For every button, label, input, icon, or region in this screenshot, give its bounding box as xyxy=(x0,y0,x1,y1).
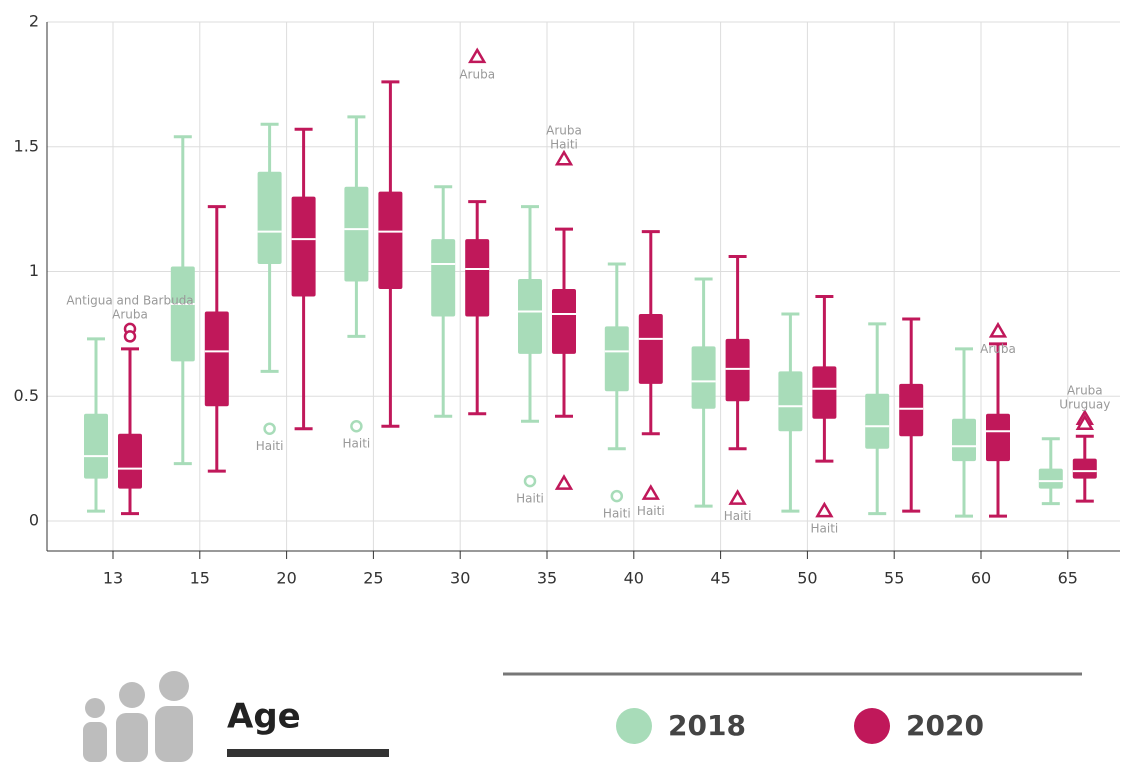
legend-title: Age xyxy=(227,697,301,737)
outlier xyxy=(815,501,834,518)
outlier-label: Haiti xyxy=(343,437,371,451)
x-tick-label: 55 xyxy=(884,569,904,588)
outlier xyxy=(350,419,363,433)
box xyxy=(118,433,142,489)
outlier-label: Haiti xyxy=(256,439,284,453)
legend-label: 2018 xyxy=(668,709,746,742)
box xyxy=(465,239,490,317)
box xyxy=(952,418,976,462)
x-tick-label: 50 xyxy=(797,569,817,588)
x-tick-label: 13 xyxy=(103,569,123,588)
x-tick-label: 30 xyxy=(450,569,470,588)
outlier-label: Antigua and Barbuda xyxy=(66,293,193,307)
box xyxy=(604,326,629,392)
box xyxy=(552,288,576,354)
box xyxy=(84,413,108,479)
x-tick-label: 40 xyxy=(624,569,644,588)
box xyxy=(257,171,282,265)
box xyxy=(986,413,1010,462)
box xyxy=(725,338,750,402)
title-underline xyxy=(227,749,389,757)
y-tick-label: 1 xyxy=(29,261,39,280)
legend-label: 2020 xyxy=(906,709,984,742)
outlier-label: Aruba xyxy=(980,342,1016,356)
x-tick-label: 60 xyxy=(971,569,991,588)
outlier-label: Aruba xyxy=(112,307,148,321)
outlier xyxy=(523,474,537,488)
outlier xyxy=(554,149,574,166)
outlier xyxy=(468,47,487,64)
box xyxy=(291,196,316,297)
people-icon xyxy=(83,671,193,762)
box xyxy=(899,383,924,437)
box xyxy=(431,239,456,317)
legend-swatch xyxy=(616,708,652,744)
box xyxy=(638,313,663,384)
outlier xyxy=(554,474,574,490)
box xyxy=(378,191,403,289)
x-tick-label: 15 xyxy=(190,569,210,588)
x-tick-label: 20 xyxy=(276,569,296,588)
box xyxy=(518,279,542,354)
box xyxy=(778,371,803,432)
outlier-label: Haiti xyxy=(603,507,631,521)
outlier xyxy=(641,484,660,500)
y-tick-label: 1.5 xyxy=(14,136,39,155)
outlier xyxy=(610,489,624,503)
outlier-label: Aruba xyxy=(546,124,582,138)
box xyxy=(344,186,369,282)
outlier-label: Aruba xyxy=(459,67,495,81)
outlier-label: Haiti xyxy=(637,504,665,518)
outlier-label: Aruba xyxy=(1067,383,1103,397)
x-tick-label: 35 xyxy=(537,569,557,588)
x-tick-label: 45 xyxy=(710,569,730,588)
y-tick-label: 0 xyxy=(29,511,39,530)
outlier xyxy=(728,489,747,505)
outlier-label: Haiti xyxy=(516,492,544,506)
outlier-label: Haiti xyxy=(550,138,578,152)
box xyxy=(204,311,229,407)
outlier xyxy=(1075,414,1094,430)
outlier-label: Haiti xyxy=(724,509,752,523)
x-tick-label: 65 xyxy=(1058,569,1078,588)
outlier xyxy=(123,330,137,343)
outlier-label: Uruguay xyxy=(1059,397,1110,411)
outlier xyxy=(263,422,276,435)
box xyxy=(691,346,716,409)
box xyxy=(1072,458,1097,479)
box xyxy=(1038,468,1063,489)
box xyxy=(812,366,837,419)
x-tick-label: 25 xyxy=(363,569,383,588)
outlier-label: Haiti xyxy=(811,522,839,536)
outlier xyxy=(988,321,1008,338)
legend-swatch xyxy=(854,708,890,744)
y-tick-label: 0.5 xyxy=(14,386,39,405)
box xyxy=(170,266,195,362)
y-tick-label: 2 xyxy=(29,12,39,31)
box xyxy=(865,393,890,449)
